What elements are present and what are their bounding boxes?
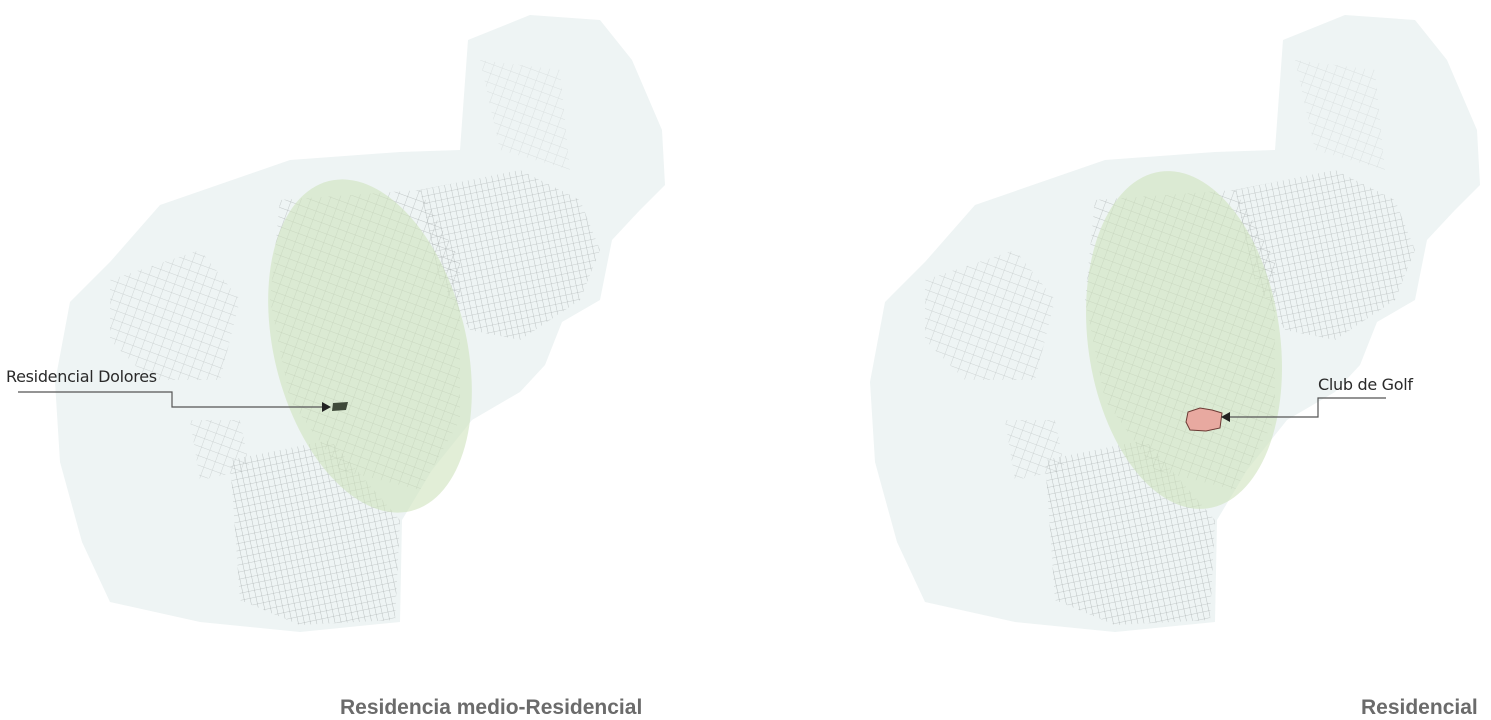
highlight-club-de-golf	[1185, 407, 1223, 432]
leader-line	[18, 391, 322, 408]
arrow-head-icon	[1221, 412, 1230, 422]
map-right	[870, 15, 1480, 632]
influence-zone	[268, 179, 472, 513]
highlight-residencial-dolores	[332, 402, 348, 411]
caption-right: Residencial	[1361, 696, 1478, 719]
annotation-club-de-golf: Club de Golf	[1318, 375, 1413, 394]
influence-zone	[1086, 171, 1282, 509]
caption-left: Residencia medio-Residencial	[340, 696, 643, 719]
map-left	[18, 15, 665, 632]
annotation-residencial-dolores: Residencial Dolores	[6, 367, 157, 386]
arrow-head-icon	[322, 402, 331, 412]
leader-line	[1230, 397, 1386, 418]
